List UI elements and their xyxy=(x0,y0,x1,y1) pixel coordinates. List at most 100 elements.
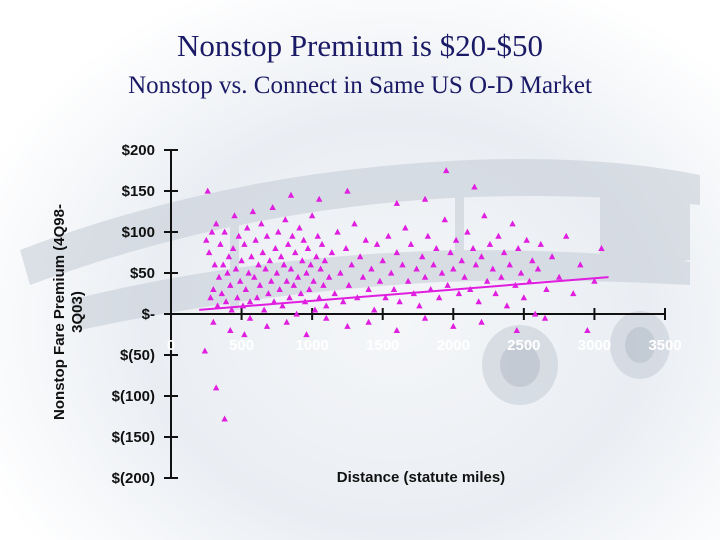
data-point xyxy=(325,273,333,280)
data-point xyxy=(210,318,217,325)
data-point xyxy=(277,253,285,260)
data-point xyxy=(244,224,251,231)
data-point xyxy=(382,294,389,301)
data-point xyxy=(287,191,295,198)
data-point xyxy=(531,310,539,317)
data-point xyxy=(212,220,220,227)
data-point xyxy=(461,273,468,280)
data-point xyxy=(379,257,386,264)
data-point xyxy=(495,232,502,239)
data-point xyxy=(483,277,491,284)
data-point xyxy=(435,294,443,301)
data-point xyxy=(303,331,310,338)
data-point xyxy=(253,294,261,301)
data-point xyxy=(248,253,255,260)
data-point xyxy=(359,273,367,280)
data-point xyxy=(344,322,351,329)
data-point xyxy=(314,232,321,239)
data-point xyxy=(421,273,429,280)
data-point xyxy=(255,261,262,268)
data-point xyxy=(577,261,584,268)
data-point xyxy=(421,195,429,202)
data-point xyxy=(201,347,209,354)
data-point xyxy=(316,195,323,202)
data-point xyxy=(205,249,213,256)
data-point xyxy=(320,281,327,288)
data-point xyxy=(416,302,423,309)
data-point xyxy=(365,318,372,325)
data-point xyxy=(241,331,248,338)
data-point xyxy=(303,269,310,276)
data-point xyxy=(498,273,505,280)
data-point xyxy=(204,187,211,194)
data-point xyxy=(393,327,401,333)
data-point xyxy=(393,249,401,256)
data-point xyxy=(331,290,338,297)
data-point xyxy=(308,212,316,219)
data-point xyxy=(225,253,233,260)
data-point xyxy=(570,290,577,297)
data-point xyxy=(506,261,513,268)
data-point xyxy=(297,290,305,297)
data-point xyxy=(287,265,295,272)
data-point xyxy=(221,228,228,235)
data-point xyxy=(433,245,440,251)
data-point xyxy=(541,314,549,321)
data-point xyxy=(246,298,254,305)
data-point xyxy=(526,277,533,284)
data-point xyxy=(471,183,478,190)
data-point xyxy=(543,286,550,292)
data-point xyxy=(598,245,605,251)
data-point xyxy=(430,261,437,268)
y-tick-label: $(100) xyxy=(112,388,155,405)
data-point xyxy=(246,314,254,321)
data-point xyxy=(276,286,283,292)
data-point xyxy=(299,257,306,264)
data-point xyxy=(387,269,395,276)
data-point xyxy=(212,384,220,391)
data-point xyxy=(256,281,264,288)
data-point xyxy=(368,265,375,272)
data-point xyxy=(228,306,235,313)
data-point xyxy=(450,322,457,329)
data-point xyxy=(217,240,224,247)
trend-line-group xyxy=(199,276,609,311)
data-point xyxy=(452,236,460,243)
data-point xyxy=(441,216,449,223)
data-point xyxy=(245,269,252,276)
data-point xyxy=(402,224,409,231)
y-tick-label: $50 xyxy=(130,265,155,282)
data-point xyxy=(321,257,329,264)
data-point xyxy=(241,240,248,247)
y-tick-label: $150 xyxy=(122,183,155,200)
data-point xyxy=(266,257,273,264)
data-point xyxy=(478,318,485,325)
data-point xyxy=(337,269,344,276)
slide-title: Nonstop Premium is $20-$50 xyxy=(177,28,543,63)
data-point xyxy=(235,232,242,239)
x-tick-label: 1000 xyxy=(295,337,328,354)
data-point xyxy=(399,261,406,268)
data-point xyxy=(458,257,465,264)
data-point xyxy=(376,277,384,284)
data-point xyxy=(236,277,244,284)
data-point xyxy=(469,245,477,251)
data-point xyxy=(339,298,347,305)
data-point xyxy=(238,257,245,264)
data-point xyxy=(413,265,420,272)
data-point xyxy=(227,281,234,288)
slide-subtitle: Nonstop vs. Connect in Same US O-D Marke… xyxy=(128,72,592,99)
data-point xyxy=(464,228,471,235)
data-point xyxy=(294,273,302,280)
data-point xyxy=(509,220,516,227)
data-point xyxy=(323,302,330,309)
data-point xyxy=(455,290,463,297)
data-point xyxy=(385,232,392,239)
data-point xyxy=(293,310,300,317)
data-point xyxy=(296,224,303,231)
data-point xyxy=(263,232,271,239)
x-axis-title: Distance (statute miles) xyxy=(337,469,505,486)
